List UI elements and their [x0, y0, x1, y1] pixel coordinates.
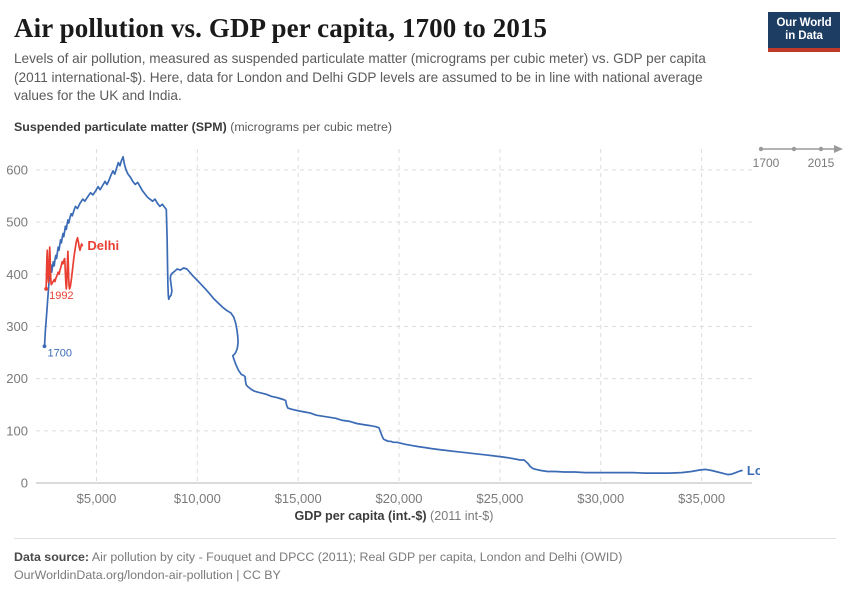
page-title: Air pollution vs. GDP per capita, 1700 t… — [14, 13, 548, 43]
x-tick-label: $15,000 — [275, 491, 322, 506]
time-legend-svg: 1700 2015 — [753, 145, 843, 170]
series-labels: 1700 London 1992 Delhi — [47, 238, 760, 478]
time-tick-mid-icon — [791, 146, 797, 152]
series-start-dot-london — [42, 344, 47, 349]
footer-divider — [14, 538, 836, 539]
owid-logo-line2: in Data — [785, 30, 823, 42]
time-tick-start-icon — [758, 146, 764, 152]
chart-plot-area[interactable]: 0 100 200 300 400 500 600 $5,000 $10,000 $15,000… — [0, 135, 760, 523]
owid-logo-line1: Our World — [776, 17, 832, 29]
y-axis-caption-bold: Suspended particulate matter (SPM) — [14, 120, 227, 134]
x-tick-label: $35,000 — [678, 491, 725, 506]
x-axis-title: GDP per capita (int.-$) (2011 int-$) — [295, 509, 494, 523]
x-axis-ticks: $5,000 $10,000 $15,000 $20,000 $25,000 $30,00… — [77, 491, 725, 506]
series-end-label-delhi: Delhi — [87, 238, 119, 253]
page-subtitle: Levels of air pollution, measured as sus… — [14, 51, 706, 104]
y-tick-label: 500 — [6, 215, 28, 230]
licence-text[interactable]: OurWorldinData.org/london-air-pollution … — [14, 568, 281, 582]
owid-logo[interactable]: Our World in Data — [768, 12, 840, 52]
time-arrow-icon — [834, 145, 843, 153]
y-axis-ticks: 0 100 200 300 400 500 600 — [6, 162, 28, 490]
x-tick-label: $10,000 — [174, 491, 221, 506]
x-axis-title-light: (2011 int-$) — [427, 509, 494, 523]
data-series[interactable] — [42, 155, 743, 476]
data-source-label: Data source: — [14, 550, 90, 564]
x-tick-label: $20,000 — [376, 491, 423, 506]
x-tick-label: $5,000 — [77, 491, 117, 506]
y-tick-label: 0 — [21, 476, 28, 491]
time-legend-end-label: 2015 — [808, 156, 835, 170]
y-tick-label: 400 — [6, 267, 28, 282]
series-end-label-london: London — [747, 463, 760, 478]
series-line-london[interactable] — [43, 155, 743, 476]
x-axis-title-bold: GDP per capita (int.-$) — [295, 509, 427, 523]
y-axis-caption: Suspended particulate matter (SPM) (micr… — [14, 120, 392, 134]
series-start-label-delhi: 1992 — [49, 290, 73, 302]
time-arrow-legend[interactable]: 1700 2015 — [748, 140, 848, 180]
data-source-text: Air pollution by city - Fouquet and DPCC… — [89, 550, 623, 564]
chart-svg: 0 100 200 300 400 500 600 $5,000 $10,000 $15,000… — [6, 149, 760, 523]
y-tick-label: 100 — [6, 423, 28, 438]
time-legend-start-label: 1700 — [753, 156, 780, 170]
series-start-label-london: 1700 — [47, 347, 71, 359]
x-tick-label: $25,000 — [476, 491, 523, 506]
x-tick-label: $30,000 — [577, 491, 624, 506]
series-line-delhi[interactable] — [45, 236, 84, 290]
data-source: Data source: Air pollution by city - Fou… — [14, 548, 814, 567]
y-axis-caption-light: (micrograms per cubic metre) — [226, 120, 392, 134]
y-tick-label: 300 — [6, 319, 28, 334]
series-start-dot-delhi — [44, 286, 48, 291]
time-tick-end-icon — [818, 146, 824, 152]
grid-lines — [36, 149, 752, 483]
y-tick-label: 600 — [6, 162, 28, 177]
y-tick-label: 200 — [6, 371, 28, 386]
